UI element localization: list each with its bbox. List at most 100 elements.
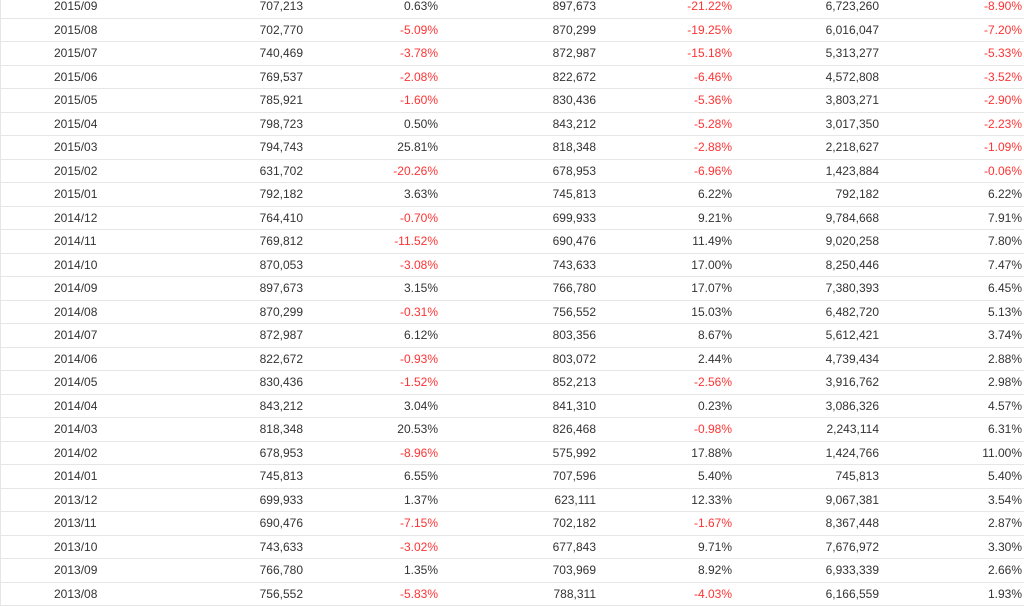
cell-change-b: -0.98% [694,418,732,441]
cell-cumulative: 792,182 [836,183,879,206]
cell-value-a: 678,953 [260,442,303,465]
cell-value-b: 707,596 [553,465,596,488]
cell-period: 2014/03 [54,418,97,441]
cell-value-b: 826,468 [553,418,596,441]
cell-cumulative-change: 4.57% [988,395,1022,418]
cell-value-a: 631,702 [260,160,303,183]
cell-value-a: 870,053 [260,254,303,277]
cell-value-a: 872,987 [260,324,303,347]
cell-value-b: 699,933 [553,207,596,230]
cell-value-b: 677,843 [553,536,596,559]
cell-cumulative-change: -8.90% [984,0,1022,18]
cell-cumulative: 6,723,260 [826,0,879,18]
cell-change-a: -1.52% [400,371,438,394]
cell-change-b: 17.00% [691,254,732,277]
cell-period: 2014/07 [54,324,97,347]
cell-cumulative-change: -7.20% [984,19,1022,42]
cell-cumulative-change: -2.23% [984,113,1022,136]
cell-period: 2015/02 [54,160,97,183]
cell-change-a: -3.78% [400,42,438,65]
cell-change-a: 1.37% [404,489,438,512]
cell-change-b: -1.67% [694,512,732,535]
cell-change-a: -5.09% [400,19,438,42]
cell-cumulative-change: 1.93% [988,583,1022,606]
cell-value-b: 843,212 [553,113,596,136]
cell-value-b: 897,673 [553,0,596,18]
cell-period: 2013/08 [54,583,97,606]
cell-cumulative: 6,933,339 [826,559,879,582]
cell-change-b: -15.18% [687,42,732,65]
cell-cumulative: 3,803,271 [826,89,879,112]
cell-period: 2014/12 [54,207,97,230]
cell-value-b: 830,436 [553,89,596,112]
cell-change-a: -8.96% [400,442,438,465]
cell-value-b: 841,310 [553,395,596,418]
cell-value-b: 788,311 [554,583,597,606]
cell-change-a: 0.50% [404,113,438,136]
cell-value-a: 690,476 [260,512,303,535]
cell-change-b: 0.23% [698,395,732,418]
cell-cumulative: 9,020,258 [826,230,879,253]
cell-change-b: -4.03% [694,583,732,606]
cell-change-a: 0.63% [404,0,438,18]
cell-value-b: 678,953 [553,160,596,183]
cell-value-a: 769,812 [260,230,303,253]
cell-change-b: 17.07% [691,277,732,300]
cell-cumulative-change: 2.66% [988,559,1022,582]
cell-change-a: 6.12% [404,324,438,347]
cell-value-b: 803,072 [553,348,596,371]
cell-change-b: 17.88% [691,442,732,465]
cell-value-b: 745,813 [553,183,596,206]
cell-period: 2013/12 [54,489,97,512]
cell-change-a: -7.15% [400,512,438,535]
cell-period: 2014/05 [54,371,97,394]
cell-value-b: 803,356 [553,324,596,347]
cell-change-a: -0.93% [400,348,438,371]
cell-period: 2014/10 [54,254,97,277]
cell-period: 2014/06 [54,348,97,371]
cell-change-b: -5.36% [694,89,732,112]
cell-value-a: 699,933 [260,489,303,512]
cell-period: 2015/06 [54,66,97,89]
cell-value-a: 897,673 [260,277,303,300]
cell-cumulative: 3,017,350 [826,113,879,136]
cell-change-b: 6.22% [698,183,732,206]
cell-period: 2014/02 [54,442,97,465]
cell-change-b: 9.71% [698,536,732,559]
cell-period: 2015/03 [54,136,97,159]
cell-change-a: -3.08% [400,254,438,277]
cell-period: 2013/10 [54,536,97,559]
cell-change-b: -2.88% [694,136,732,159]
cell-period: 2015/08 [54,19,97,42]
cell-value-a: 830,436 [260,371,303,394]
cell-change-a: -0.31% [400,301,438,324]
cell-change-a: -2.08% [400,66,438,89]
cell-cumulative-change: 3.30% [988,536,1022,559]
cell-change-b: -5.28% [694,113,732,136]
cell-value-a: 798,723 [260,113,303,136]
cell-cumulative: 4,739,434 [826,348,879,371]
cell-value-a: 794,743 [260,136,303,159]
cell-cumulative-change: 7.47% [988,254,1022,277]
cell-value-a: 870,299 [260,301,303,324]
cell-value-a: 743,633 [260,536,303,559]
cell-value-b: 743,633 [553,254,596,277]
cell-change-b: -19.25% [687,19,732,42]
cell-cumulative-change: -1.09% [984,136,1022,159]
cell-change-a: -5.83% [400,583,438,606]
